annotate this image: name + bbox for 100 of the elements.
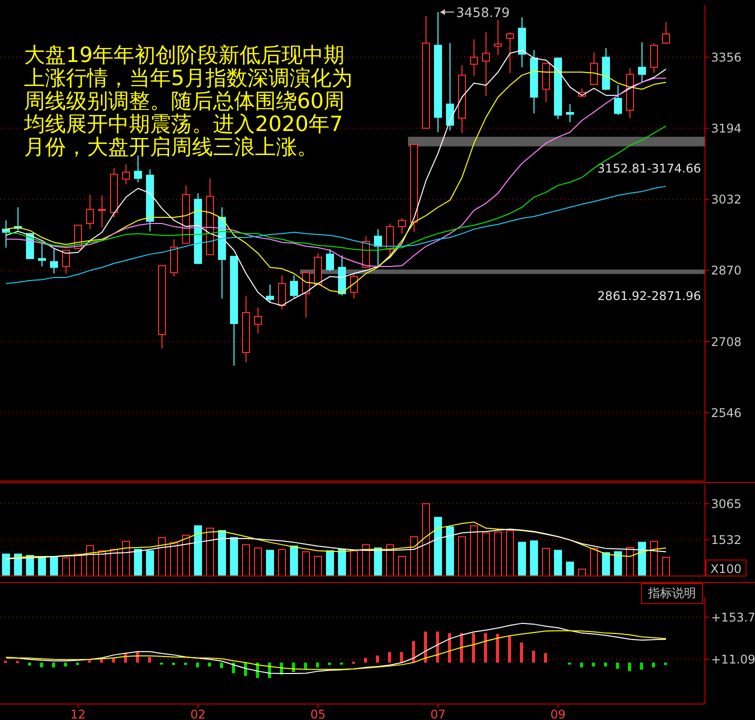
bar <box>14 554 22 576</box>
bar <box>602 552 610 576</box>
bar <box>326 550 334 576</box>
bar <box>662 556 670 576</box>
x-tick-label: 02 <box>190 708 206 720</box>
band-label: 2861.92-2871.96 <box>597 288 701 303</box>
bar <box>400 652 403 663</box>
bar <box>316 662 319 668</box>
bar <box>242 544 250 576</box>
candlestick <box>638 42 646 83</box>
bar <box>40 662 43 668</box>
x-tick-label: 09 <box>550 708 566 720</box>
bar <box>2 554 10 576</box>
bar <box>482 532 490 576</box>
bar <box>470 525 478 576</box>
line-series <box>6 630 666 670</box>
bar <box>650 540 658 576</box>
candlestick <box>86 194 94 230</box>
candlestick <box>122 164 130 185</box>
bar <box>122 540 130 576</box>
line-series <box>6 522 666 560</box>
bar <box>518 542 526 576</box>
bar <box>542 548 550 576</box>
bar <box>290 546 298 576</box>
candlestick <box>482 32 490 97</box>
bar <box>218 530 226 576</box>
candlestick <box>98 194 106 228</box>
bar <box>362 544 370 576</box>
y-tick-label: 3356 <box>711 50 742 64</box>
bar <box>616 662 619 669</box>
bar <box>388 652 391 663</box>
candlestick <box>566 104 574 123</box>
y-tick-label: 2870 <box>711 264 742 278</box>
annotation: 大盘19年年初创阶段新低后现中期上涨行情，当年5月指数深调演化为周线级别调整。随后总体围绕60周均线展开中期震荡。进入2020年7月份，大盘开启周线三浪上涨。 <box>24 43 354 159</box>
bar <box>508 636 511 663</box>
bar <box>302 551 310 576</box>
bar <box>62 557 70 576</box>
bar <box>374 547 382 576</box>
bar <box>458 536 466 576</box>
bar <box>148 657 151 663</box>
candlestick <box>662 22 670 45</box>
bar <box>110 548 118 576</box>
x-tick-label: 12 <box>70 708 86 720</box>
bar <box>640 662 643 670</box>
bar <box>98 550 106 576</box>
bar <box>28 662 31 666</box>
bar <box>266 550 274 576</box>
candlestick <box>446 42 454 131</box>
bar <box>254 547 262 576</box>
candlestick <box>650 42 658 74</box>
bar <box>410 536 418 576</box>
bar <box>350 550 358 576</box>
bar <box>338 548 346 576</box>
bar <box>412 641 415 663</box>
annotation: 指标说明 <box>641 583 703 604</box>
candlestick <box>38 242 46 267</box>
candlestick <box>302 270 310 318</box>
bar <box>580 662 583 668</box>
bar <box>194 525 202 576</box>
candlestick <box>326 248 334 272</box>
candlestick <box>590 52 598 85</box>
y-tick-label: 3032 <box>711 192 742 207</box>
bar <box>436 632 439 663</box>
candlestick <box>62 250 70 274</box>
bar <box>448 633 451 663</box>
bar <box>628 662 631 672</box>
bar <box>554 550 562 576</box>
bar <box>232 662 235 674</box>
candlestick <box>50 248 58 274</box>
bar <box>566 562 574 576</box>
bar <box>158 537 166 576</box>
bar <box>424 632 427 663</box>
bar <box>220 662 223 668</box>
bar <box>496 634 499 663</box>
line-series <box>6 622 666 674</box>
y-tick-label: 3065 <box>711 496 742 511</box>
bar <box>530 540 538 576</box>
y-tick-label: 1532 <box>711 533 742 548</box>
bar <box>472 633 475 663</box>
candlestick <box>350 272 358 299</box>
bar <box>626 546 634 576</box>
candlestick <box>374 228 382 267</box>
y-tick-label: 3194 <box>711 122 742 136</box>
bar <box>52 662 55 668</box>
bar <box>38 556 46 576</box>
y-axis-title: X100 <box>710 562 742 576</box>
candlestick <box>614 84 622 116</box>
bar <box>638 542 646 576</box>
candlestick <box>278 274 286 310</box>
bar <box>398 556 406 576</box>
bar <box>544 653 547 663</box>
candlestick <box>494 19 502 56</box>
candlestick <box>398 218 406 234</box>
candlestick <box>266 284 274 303</box>
x-tick-label: 05 <box>310 708 326 720</box>
bar <box>434 516 442 576</box>
bar <box>170 542 178 576</box>
bar <box>50 556 58 576</box>
bar <box>614 551 622 576</box>
y-tick-label: +153.7 <box>711 610 755 624</box>
